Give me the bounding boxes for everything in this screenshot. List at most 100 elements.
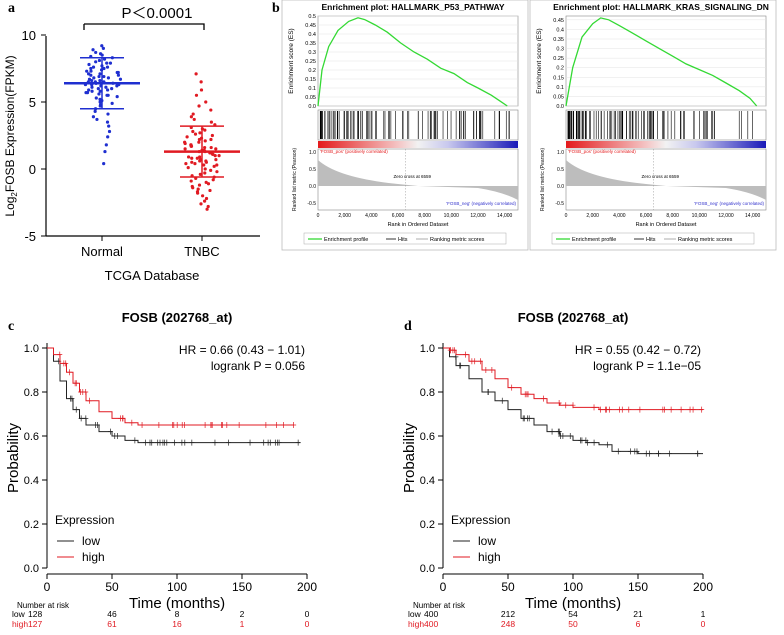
normal-point bbox=[94, 60, 98, 64]
normal-point bbox=[108, 61, 113, 65]
gsea-legend: Enrichment profile Hits Ranking metric sco… bbox=[303, 232, 507, 245]
risk-low-value: 128 bbox=[28, 609, 42, 619]
normal-point bbox=[105, 93, 109, 97]
censor-mark-low bbox=[577, 437, 583, 444]
censor-mark-high bbox=[678, 406, 684, 413]
censor-mark-high bbox=[57, 351, 63, 358]
ranking-metric-positive bbox=[566, 160, 666, 186]
normal-point bbox=[98, 78, 102, 83]
normal-point bbox=[87, 88, 91, 92]
normal-point bbox=[104, 85, 108, 89]
km-y-title: Probability bbox=[401, 422, 418, 493]
normal-point bbox=[98, 104, 102, 108]
risk-high-value: 1 bbox=[240, 619, 245, 629]
enrichment-profile-line bbox=[317, 17, 508, 107]
normal-point bbox=[89, 66, 93, 71]
normal-point bbox=[96, 87, 100, 91]
tnbc-point bbox=[196, 191, 200, 195]
tnbc-point bbox=[191, 112, 195, 116]
km-x-tick-label: 100 bbox=[167, 580, 187, 594]
rank-tick-label: 8,000 bbox=[418, 213, 431, 219]
tnbc-point bbox=[189, 144, 193, 148]
es-tick-label: 0.05 bbox=[553, 94, 564, 100]
es-tick-label: 0.3 bbox=[556, 47, 564, 53]
es-tick-label: 0.45 bbox=[305, 23, 316, 29]
tnbc-point bbox=[190, 156, 194, 160]
censor-mark-high bbox=[489, 367, 495, 373]
pos-correlated-label: 'FOSB_pos' (positively correlated) bbox=[568, 149, 636, 154]
normal-point bbox=[97, 58, 102, 63]
normal-point bbox=[91, 115, 96, 119]
risk-low-value: 400 bbox=[424, 609, 438, 619]
normal-point bbox=[103, 149, 107, 154]
km-y-tick-label: 0.2 bbox=[24, 519, 39, 531]
es-tick-label: 0.35 bbox=[305, 41, 316, 47]
risk-high-label: high bbox=[408, 619, 424, 629]
normal-point bbox=[102, 74, 106, 79]
censor-mark-high bbox=[274, 422, 280, 428]
tnbc-point bbox=[204, 160, 208, 164]
tnbc-point bbox=[208, 188, 212, 193]
panel-a-y-tick-label: 10 bbox=[22, 28, 36, 43]
tnbc-point bbox=[203, 145, 207, 150]
neg-correlated-label: 'FOSB_neg' (negatively correlated) bbox=[446, 201, 516, 206]
normal-point bbox=[89, 73, 93, 77]
normal-point bbox=[93, 109, 97, 113]
es-tick-label: 0.1 bbox=[308, 86, 316, 92]
normal-point bbox=[102, 66, 106, 71]
normal-point bbox=[94, 96, 98, 100]
censor-mark-high bbox=[687, 406, 693, 413]
legend-high-label: high bbox=[82, 550, 105, 564]
metric-tick-label: -0.5 bbox=[555, 201, 564, 207]
km-logrank-p: logrank P = 1.1e−05 bbox=[593, 359, 701, 373]
tnbc-point bbox=[206, 182, 211, 186]
tnbc-point bbox=[193, 132, 198, 136]
censor-mark-low bbox=[647, 450, 653, 457]
category-label-normal: Normal bbox=[81, 244, 123, 259]
ranking-metric-negative bbox=[666, 186, 766, 200]
normal-point bbox=[106, 112, 110, 116]
gsea-title: Enrichment plot: HALLMARK_KRAS_SIGNALING… bbox=[553, 2, 769, 12]
censor-mark-low bbox=[164, 439, 170, 446]
censor-mark-low bbox=[695, 450, 701, 457]
km-y-tick-label: 0.6 bbox=[420, 431, 435, 443]
ranking-metric-positive bbox=[318, 160, 418, 186]
censor-mark-high bbox=[626, 406, 632, 413]
normal-point bbox=[98, 100, 102, 104]
censor-mark-low bbox=[627, 448, 633, 455]
censor-mark-low bbox=[147, 439, 153, 446]
tnbc-point bbox=[203, 139, 207, 143]
tnbc-point bbox=[198, 172, 202, 176]
risk-table-title: Number at risk bbox=[17, 601, 70, 610]
es-tick-label: 0.25 bbox=[305, 59, 316, 65]
normal-point bbox=[98, 72, 102, 76]
censor-mark-high bbox=[469, 358, 475, 365]
normal-point bbox=[90, 89, 94, 93]
panel-a-x-title: TCGA Database bbox=[105, 268, 200, 283]
gsea-legend-box bbox=[551, 232, 755, 245]
censor-mark-high bbox=[224, 422, 230, 428]
rank-tick-label: 0 bbox=[317, 213, 320, 219]
normal-point bbox=[95, 117, 99, 122]
km-legend-title: Expression bbox=[55, 513, 114, 527]
tnbc-point bbox=[204, 100, 208, 104]
metric-tick-label: 0.0 bbox=[309, 184, 316, 190]
legend-profile-label: Enrichment profile bbox=[572, 237, 616, 243]
risk-low-label: low bbox=[12, 609, 26, 619]
km-x-tick-label: 0 bbox=[44, 580, 51, 594]
censor-mark-low bbox=[132, 437, 138, 444]
es-tick-label: 0.5 bbox=[308, 14, 316, 20]
tnbc-point bbox=[209, 145, 213, 150]
es-tick-label: 0.1 bbox=[556, 85, 564, 91]
censor-mark-low bbox=[567, 433, 573, 439]
censor-mark-low bbox=[558, 433, 564, 439]
panel-b: b Enrichment plot: HALLMARK_P53_PATHWAY 0… bbox=[272, 0, 777, 251]
gsea-title: Enrichment plot: HALLMARK_P53_PATHWAY bbox=[321, 2, 504, 12]
es-tick-label: 0.25 bbox=[553, 56, 564, 62]
censor-mark-high bbox=[591, 404, 597, 411]
censor-mark-high bbox=[156, 422, 162, 428]
normal-point bbox=[106, 88, 110, 92]
risk-high-value: 248 bbox=[501, 619, 515, 629]
hits-barcode bbox=[567, 111, 753, 139]
